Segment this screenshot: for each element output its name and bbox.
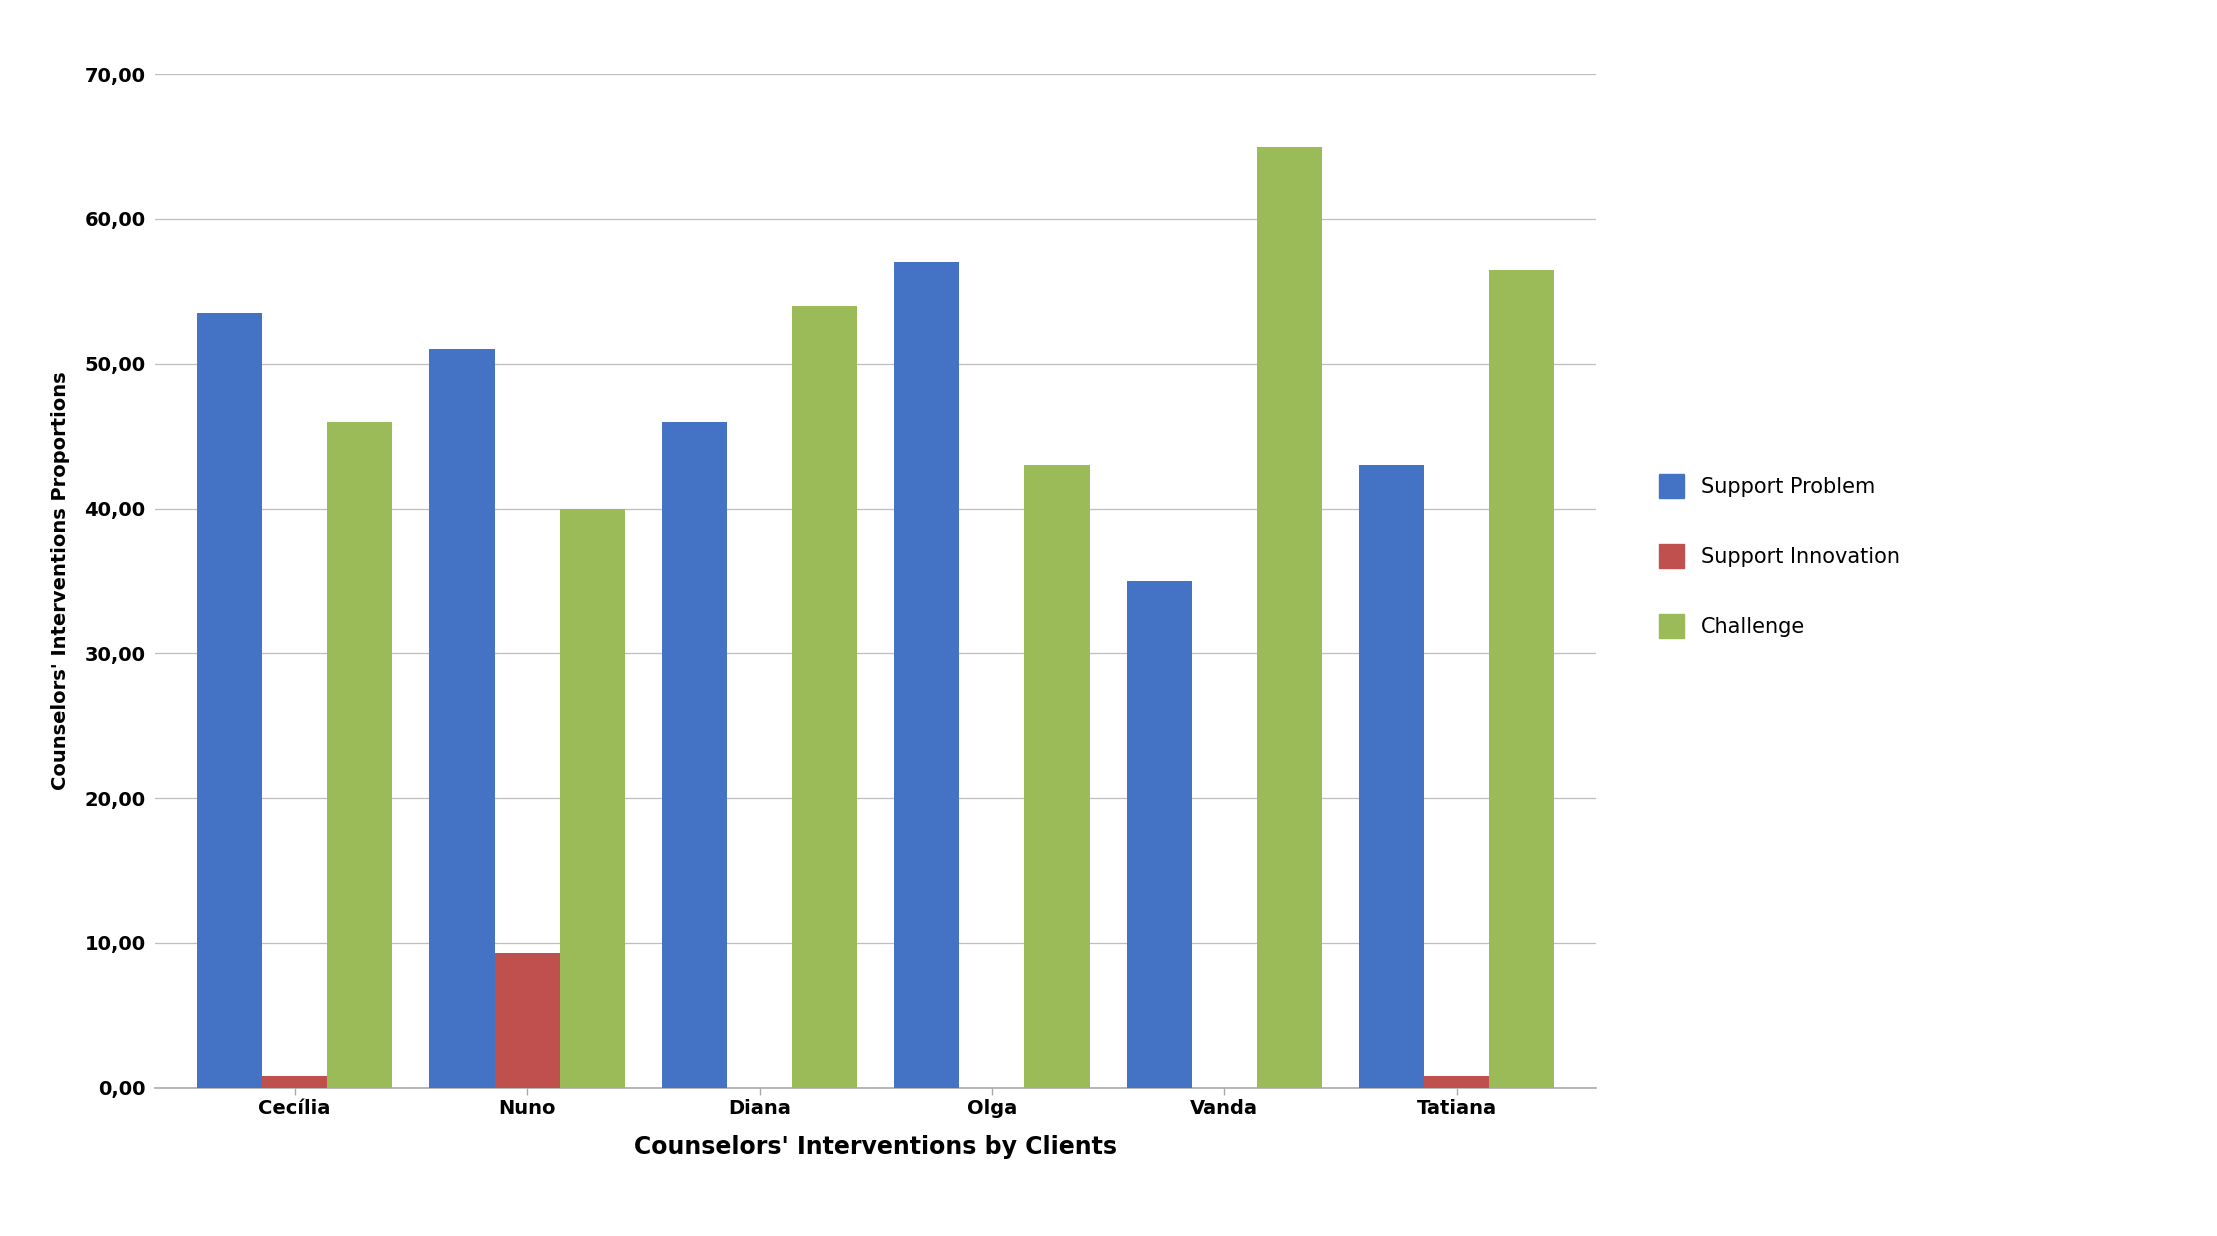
Bar [1024,465,1089,1088]
Bar [328,421,392,1088]
Bar [663,421,727,1088]
Bar [1423,1077,1490,1088]
Bar [262,1077,328,1088]
Bar [1490,269,1554,1088]
Bar [791,305,858,1088]
Bar [197,313,262,1088]
Bar [559,508,625,1088]
Bar [494,953,559,1088]
Y-axis label: Counselors' Interventions Proportions: Counselors' Interventions Proportions [51,372,71,790]
Bar [893,262,960,1088]
Bar [1126,581,1193,1088]
Bar [1257,147,1321,1088]
Legend: Support Problem, Support Innovation, Challenge: Support Problem, Support Innovation, Cha… [1652,466,1909,646]
X-axis label: Counselors' Interventions by Clients: Counselors' Interventions by Clients [634,1135,1117,1159]
Bar [1359,465,1423,1088]
Bar [430,350,494,1088]
